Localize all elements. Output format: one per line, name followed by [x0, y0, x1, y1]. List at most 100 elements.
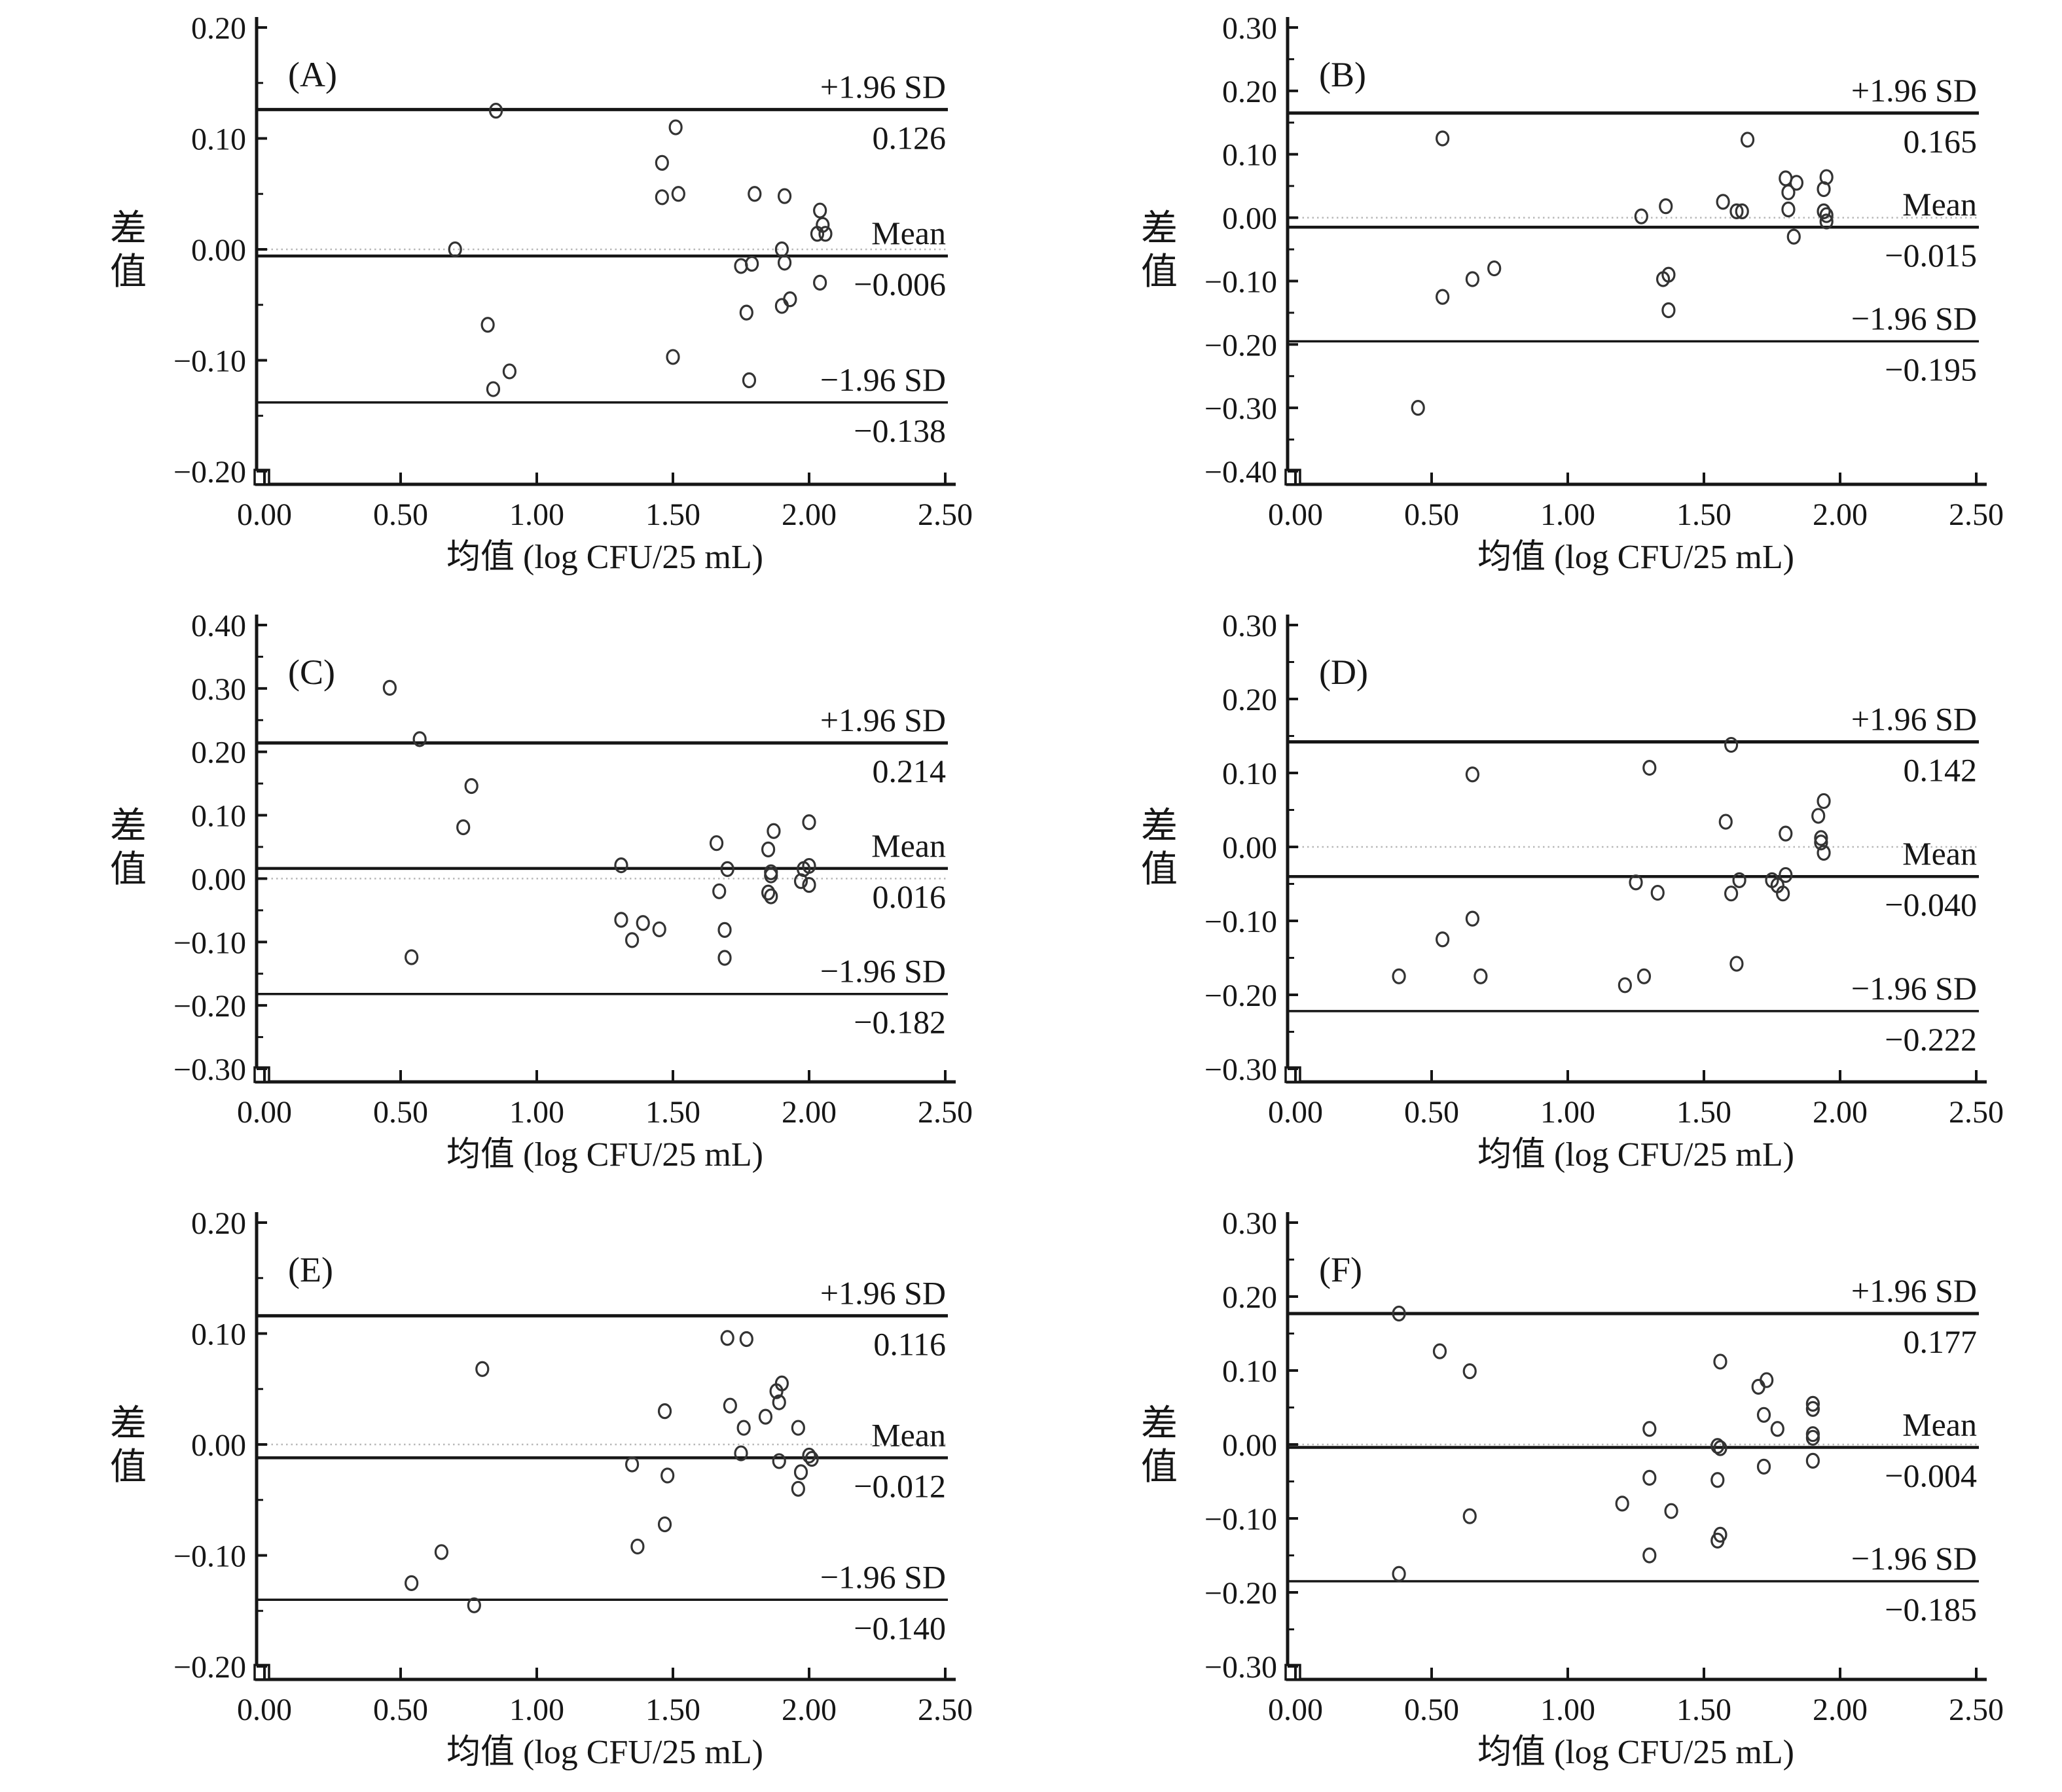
data-point	[1724, 886, 1739, 902]
data-point	[1629, 874, 1643, 891]
data-point	[671, 186, 685, 202]
y-tick-label: −0.20	[1204, 328, 1277, 363]
x-tick-label: 0.50	[1404, 1693, 1459, 1727]
upper-sd-label: +1.96 SD	[1851, 701, 1977, 738]
x-tick-label: 1.00	[509, 1693, 564, 1727]
y-axis-title-char: 值	[110, 252, 147, 293]
data-point	[739, 304, 753, 321]
upper-sd-label: +1.96 SD	[820, 702, 946, 738]
x-tick-label: 0.00	[237, 497, 292, 532]
data-point	[1392, 1305, 1406, 1322]
data-point	[1805, 1395, 1820, 1412]
data-point	[793, 873, 808, 889]
x-tick-label: 2.50	[1949, 1693, 2004, 1727]
data-point	[712, 883, 727, 899]
x-tick-label: 1.00	[1540, 1095, 1595, 1130]
data-point	[818, 226, 833, 242]
data-point	[772, 1394, 786, 1410]
data-point	[486, 381, 501, 397]
data-point	[777, 255, 792, 271]
upper-sd-value: 0.116	[873, 1325, 946, 1362]
data-point	[1770, 1421, 1784, 1437]
x-tick-label: 0.50	[373, 1095, 428, 1130]
data-point	[1713, 1440, 1727, 1456]
data-point	[456, 819, 471, 836]
data-point	[1760, 1372, 1774, 1388]
y-axis-title-char: 差	[110, 806, 147, 847]
y-tick-label: −0.30	[173, 1052, 246, 1087]
data-point	[614, 912, 628, 928]
data-point	[1729, 203, 1744, 219]
y-tick-label: −0.20	[173, 989, 246, 1024]
x-tick-label: 0.00	[237, 1693, 292, 1727]
data-point	[791, 1480, 805, 1497]
y-tick-label: 0.10	[191, 122, 246, 157]
y-tick-label: 0.40	[191, 609, 246, 643]
data-point	[666, 349, 680, 365]
panel-letter: (B)	[1319, 55, 1366, 94]
data-point	[1805, 1401, 1820, 1417]
upper-sd-label: +1.96 SD	[820, 1274, 946, 1311]
data-point	[805, 1450, 819, 1467]
y-tick-label: −0.10	[173, 344, 246, 379]
data-point	[802, 877, 816, 893]
lower-sd-value: −0.195	[1885, 351, 1977, 387]
lower-sd-label: −1.96 SD	[1851, 300, 1977, 336]
x-tick-label: 0.00	[1268, 497, 1323, 532]
data-point	[1642, 1421, 1657, 1437]
data-point	[434, 1544, 449, 1560]
x-tick-label: 1.50	[1676, 497, 1731, 532]
data-point	[772, 1453, 786, 1469]
data-point	[657, 1516, 672, 1533]
data-point	[1710, 1438, 1725, 1454]
data-point	[1756, 1458, 1771, 1475]
chart-canvas-b: 0.30 0.20 0.10 0.00 −0.10 −0.20 −0.30 −0.40 0.00…	[1141, 11, 2004, 576]
y-tick-label: 0.10	[1222, 757, 1277, 791]
mean-value: 0.016	[873, 878, 947, 915]
data-point	[1637, 968, 1652, 984]
mean-label: Mean	[1902, 835, 1977, 872]
x-tick-label: 2.50	[918, 1095, 973, 1130]
x-tick-label: 2.00	[1813, 1693, 1868, 1727]
x-tick-label: 2.50	[1949, 497, 2004, 532]
data-point	[1618, 977, 1632, 994]
x-tick-label: 0.00	[1268, 1693, 1323, 1727]
data-point	[1436, 130, 1450, 147]
data-point	[736, 1420, 751, 1436]
panel-e: 0.20 0.10 0.00 −0.10 −0.20 0.00 0.50 1.00 1.50 2.…	[0, 1195, 1031, 1792]
data-point	[793, 1464, 808, 1480]
data-point	[761, 841, 776, 857]
lower-sd-label: −1.96 SD	[1851, 970, 1977, 1007]
y-tick-label: −0.10	[1204, 1502, 1277, 1537]
data-point	[1710, 1532, 1725, 1549]
x-tick-label: 2.50	[918, 497, 973, 532]
data-point	[624, 932, 640, 948]
lower-sd-label: −1.96 SD	[820, 361, 946, 398]
panel-b: 0.30 0.20 0.10 0.00 −0.10 −0.20 −0.30 −0.40 0.00…	[1031, 0, 2062, 597]
data-point	[1814, 830, 1828, 846]
panel-letter: (A)	[288, 55, 337, 94]
data-point	[1776, 886, 1790, 902]
data-point	[1392, 968, 1406, 984]
x-tick-label: 2.00	[782, 497, 837, 532]
x-axis-title: 均值 (log CFU/25 mL)	[446, 1136, 763, 1174]
data-point	[813, 202, 827, 219]
mean-label: Mean	[871, 215, 946, 251]
x-tick-label: 0.50	[1404, 497, 1459, 532]
data-point	[1718, 814, 1733, 830]
x-tick-label: 2.00	[782, 1693, 837, 1727]
x-tick-label: 0.00	[1268, 1095, 1323, 1130]
data-point	[769, 1383, 784, 1399]
x-tick-label: 1.00	[509, 1095, 564, 1130]
upper-sd-value: 0.142	[1904, 752, 1978, 789]
x-tick-label: 2.50	[1949, 1095, 2004, 1130]
y-axis-title-char: 值	[110, 850, 147, 890]
data-point	[767, 823, 781, 839]
data-point	[1462, 1508, 1477, 1524]
data-point	[405, 949, 419, 965]
data-point	[1805, 1452, 1820, 1469]
data-point	[720, 861, 734, 877]
data-point	[745, 255, 759, 272]
x-tick-label: 2.00	[782, 1095, 837, 1130]
